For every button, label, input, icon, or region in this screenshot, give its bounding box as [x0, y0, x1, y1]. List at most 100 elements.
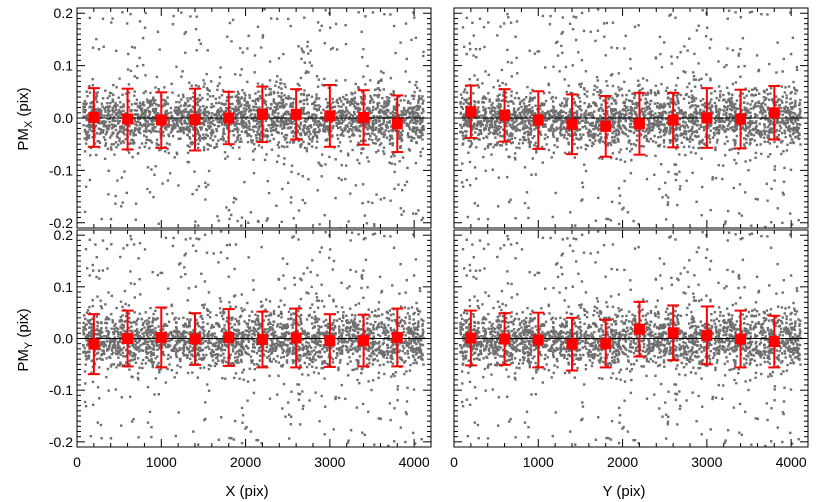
data-point: [237, 92, 240, 95]
data-point: [420, 129, 423, 132]
data-point: [359, 95, 363, 99]
data-point: [406, 109, 410, 112]
data-point: [316, 123, 319, 126]
data-point: [231, 107, 234, 110]
data-point: [649, 99, 652, 103]
data-point: [729, 102, 732, 106]
data-point: [388, 142, 392, 145]
data-point: [308, 124, 311, 128]
data-point: [416, 126, 419, 129]
data-point: [752, 134, 756, 137]
data-point: [89, 105, 92, 108]
data-point: [336, 101, 340, 105]
data-point: [114, 113, 118, 117]
data-point: [768, 131, 771, 135]
data-point: [136, 76, 139, 80]
data-point: [270, 133, 274, 136]
data-point: [315, 146, 318, 149]
data-point: [150, 119, 153, 122]
data-point: [464, 130, 467, 133]
data-point: [342, 134, 345, 137]
data-point: [208, 127, 211, 130]
data-point: [421, 147, 424, 150]
data-point: [107, 124, 111, 127]
data-point: [776, 99, 779, 102]
data-point: [106, 117, 109, 121]
data-point: [644, 102, 647, 105]
data-point: [732, 138, 735, 142]
data-point: [606, 84, 609, 87]
data-point: [380, 79, 383, 82]
data-point: [691, 171, 694, 174]
data-point: [149, 91, 152, 95]
data-point: [320, 24, 323, 27]
data-point: [224, 140, 228, 143]
data-point: [697, 146, 700, 150]
data-point: [246, 47, 249, 50]
data-point: [481, 97, 484, 100]
data-point: [347, 117, 351, 121]
data-point: [414, 132, 418, 136]
data-point: [694, 115, 697, 119]
data-point: [422, 128, 425, 131]
data-point: [176, 113, 179, 117]
data-point: [514, 129, 518, 133]
data-point: [327, 127, 330, 130]
data-point: [471, 127, 475, 130]
data-point: [202, 85, 205, 88]
data-point: [743, 96, 746, 100]
data-point: [334, 112, 337, 115]
data-point: [787, 85, 791, 88]
data-point: [202, 146, 206, 149]
data-point: [297, 89, 300, 92]
data-point: [737, 152, 740, 155]
data-point: [214, 113, 217, 116]
data-point: [664, 194, 668, 197]
data-point: [535, 126, 538, 130]
data-point: [630, 111, 633, 114]
data-point: [688, 37, 691, 40]
data-point: [197, 146, 200, 150]
data-point: [543, 147, 546, 151]
data-point: [567, 133, 570, 136]
data-point: [611, 97, 614, 100]
data-point: [465, 130, 468, 133]
data-point: [236, 90, 240, 93]
data-point: [731, 49, 735, 52]
data-point: [611, 84, 615, 88]
data-point: [188, 145, 191, 148]
data-point: [249, 135, 253, 138]
data-point: [795, 122, 799, 126]
data-point: [240, 224, 243, 227]
data-point: [279, 120, 282, 123]
data-point: [408, 149, 412, 152]
data-point: [330, 48, 333, 51]
data-point: [111, 106, 114, 110]
data-point: [267, 124, 270, 127]
data-point: [182, 115, 185, 118]
data-point: [216, 114, 219, 117]
data-point: [349, 103, 352, 107]
data-point: [792, 141, 795, 144]
data-point: [277, 86, 281, 89]
data-point: [606, 113, 609, 116]
data-point: [694, 120, 697, 123]
data-point: [170, 82, 173, 85]
data-point: [507, 120, 510, 123]
data-point: [795, 65, 799, 69]
data-point: [326, 102, 330, 105]
data-point: [143, 145, 146, 148]
data-point: [785, 101, 788, 104]
data-point: [642, 111, 645, 114]
data-point: [229, 129, 232, 133]
data-point: [548, 113, 551, 116]
data-point: [710, 105, 714, 108]
data-point: [487, 73, 490, 76]
data-point: [662, 139, 666, 142]
data-point: [768, 122, 772, 125]
data-point: [789, 11, 792, 14]
data-point: [559, 129, 562, 132]
data-point: [416, 108, 419, 111]
data-point: [217, 112, 221, 116]
data-point: [186, 97, 189, 100]
